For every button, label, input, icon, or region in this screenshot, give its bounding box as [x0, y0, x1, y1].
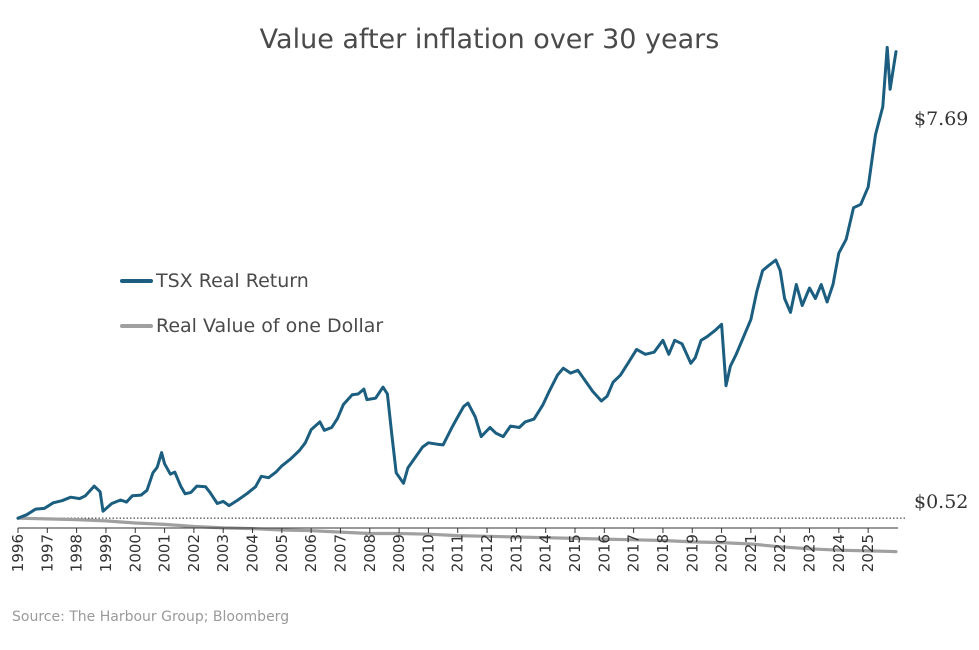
legend-label-dollar: Real Value of one Dollar — [156, 315, 384, 337]
x-tick-label: 2010 — [419, 534, 437, 572]
legend-item-tsx: TSX Real Return — [120, 270, 309, 292]
x-tick-label: 2016 — [595, 534, 613, 572]
x-tick-label: 2018 — [654, 534, 672, 572]
x-tick-label: 1999 — [97, 534, 115, 572]
x-tick-label: 2005 — [273, 534, 291, 572]
x-tick-label: 2004 — [244, 534, 262, 572]
x-tick-label: 2014 — [537, 534, 555, 572]
x-tick-label: 2011 — [449, 534, 467, 572]
x-tick-label: 2009 — [390, 534, 408, 572]
x-tick-label: 2015 — [566, 534, 584, 572]
legend-swatch-dollar — [120, 324, 153, 328]
x-tick-label: 2002 — [185, 534, 203, 572]
x-tick-label: 2003 — [214, 534, 232, 572]
x-tick-label: 2020 — [713, 534, 731, 572]
legend-label-tsx: TSX Real Return — [156, 270, 309, 292]
series-line-tsx — [16, 45, 898, 520]
x-tick-label: 2017 — [625, 534, 643, 572]
x-tick-label: 1998 — [68, 534, 86, 572]
plot-area — [16, 45, 905, 554]
x-tick-label: 2001 — [156, 534, 174, 572]
x-tick-label: 1996 — [9, 534, 27, 572]
x-tick-label: 2024 — [830, 534, 848, 572]
x-tick-label: 2023 — [801, 534, 819, 572]
end-label-dollar: $0.52 — [914, 491, 969, 513]
x-tick-label: 2025 — [859, 534, 877, 572]
x-tick-label: 2007 — [331, 534, 349, 572]
x-tick-label: 2012 — [478, 534, 496, 572]
x-tick-label: 2013 — [507, 534, 525, 572]
x-tick-label: 2008 — [361, 534, 379, 572]
legend-swatch-tsx — [120, 279, 153, 283]
x-tick-label: 2022 — [771, 534, 789, 572]
chart-title: Value after inflation over 30 years — [259, 24, 720, 55]
end-label-tsx: $7.69 — [914, 108, 969, 130]
x-tick-label: 2019 — [683, 534, 701, 572]
legend-item-dollar: Real Value of one Dollar — [120, 315, 383, 337]
source-note: Source: The Harbour Group; Bloomberg — [12, 609, 290, 625]
x-tick-label: 2021 — [742, 534, 760, 572]
x-axis: 1996 1997 1998 1999 2000 2001 2002 2003 2004 2005… — [9, 527, 898, 572]
series-line-dollar — [16, 516, 898, 554]
x-tick-label: 2006 — [302, 534, 320, 572]
x-tick-label: 1997 — [38, 534, 56, 572]
x-tick-label: 2000 — [126, 534, 144, 572]
